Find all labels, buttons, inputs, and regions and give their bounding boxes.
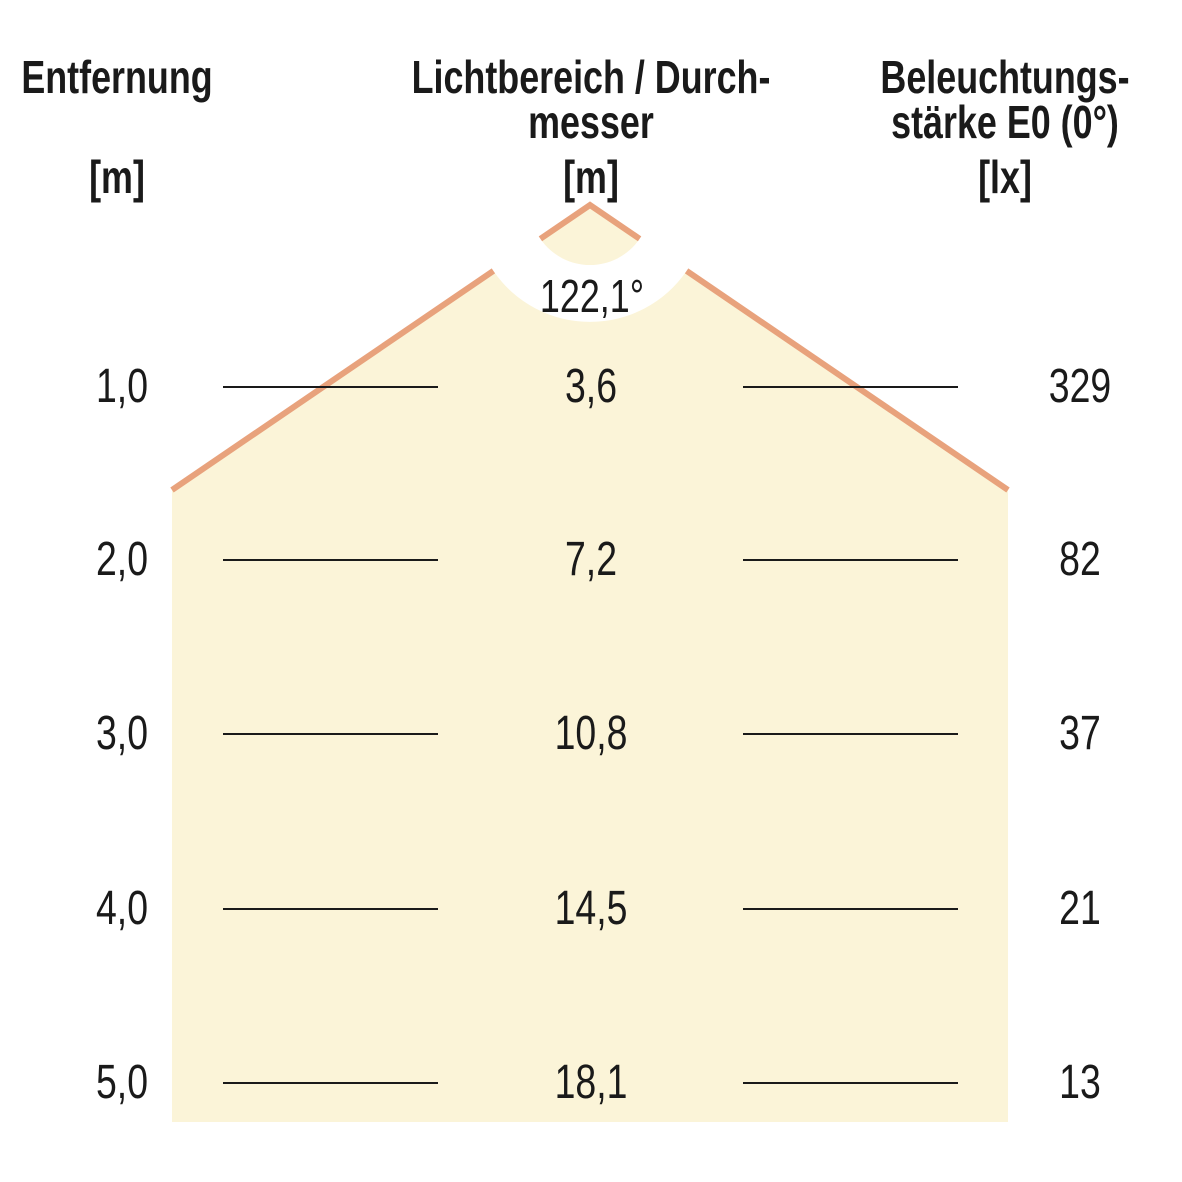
row1-illuminance: 329 [1048, 360, 1112, 413]
row2-distance: 2,0 [95, 533, 149, 586]
col-illuminance-title-line2: stärke E0 (0°) [891, 96, 1119, 148]
row4-distance: 4,0 [95, 882, 149, 935]
row1-distance: 1,0 [95, 360, 149, 413]
row3-diameter: 10,8 [554, 707, 628, 760]
row3-distance: 3,0 [95, 707, 149, 760]
beam-apex-wedge-fill [540, 205, 640, 266]
col-diameter-title-line2: messer [528, 96, 654, 148]
col-diameter-unit: [m] [563, 151, 619, 203]
col-diameter-title-line1: Lichtbereich / Durch- [411, 51, 771, 103]
row1-diameter: 3,6 [564, 360, 618, 413]
row5-diameter: 18,1 [554, 1056, 628, 1109]
col-illuminance-title-line1: Beleuchtungs- [880, 51, 1130, 103]
col-illuminance-unit: [lx] [978, 151, 1032, 203]
row2-diameter: 7,2 [564, 533, 618, 586]
col-distance-title: Entfernung [21, 51, 213, 103]
cone-edge-right [684, 268, 1010, 493]
row4-illuminance: 21 [1059, 882, 1101, 935]
row2-illuminance: 82 [1059, 533, 1101, 586]
row5-distance: 5,0 [95, 1056, 149, 1109]
row5-illuminance: 13 [1059, 1056, 1101, 1109]
row3-illuminance: 37 [1059, 707, 1101, 760]
beam-apex-wedge-edges [538, 201, 642, 242]
col-distance-unit: [m] [89, 151, 145, 203]
cone-edge-left [170, 268, 496, 493]
beam-angle-label: 122,1° [539, 270, 645, 322]
row4-diameter: 14,5 [554, 882, 628, 935]
